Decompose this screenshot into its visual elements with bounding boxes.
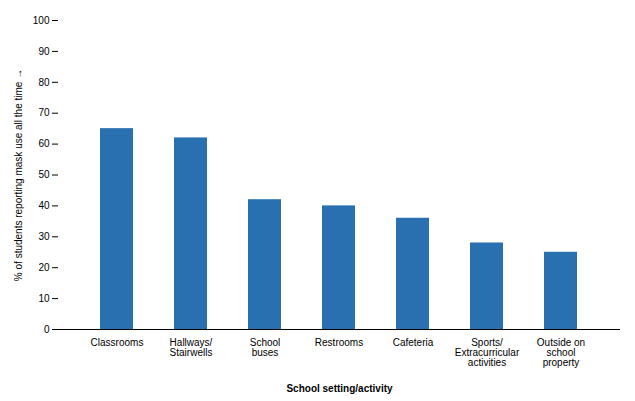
svg-text:80: 80: [38, 77, 50, 88]
svg-text:Schoolbuses: Schoolbuses: [250, 337, 281, 358]
svg-text:0: 0: [44, 324, 50, 335]
svg-text:Outside onschoolproperty: Outside onschoolproperty: [537, 337, 585, 368]
svg-text:30: 30: [38, 231, 50, 242]
svg-text:90: 90: [38, 46, 50, 57]
svg-text:40: 40: [38, 200, 50, 211]
svg-text:20: 20: [38, 262, 50, 273]
svg-text:Hallways/Stairwells: Hallways/Stairwells: [170, 337, 213, 358]
svg-text:Sports/Extracurricularactiviti: Sports/Extracurricularactivities: [455, 337, 520, 368]
svg-text:Restrooms: Restrooms: [315, 337, 363, 348]
svg-text:60: 60: [38, 138, 50, 149]
svg-text:% of students reporting mask u: % of students reporting mask use all the…: [13, 69, 24, 281]
svg-text:50: 50: [38, 169, 50, 180]
svg-text:Cafeteria: Cafeteria: [393, 337, 434, 348]
svg-text:100: 100: [33, 15, 50, 26]
svg-text:Classrooms: Classrooms: [91, 337, 144, 348]
svg-text:70: 70: [38, 107, 50, 118]
svg-text:10: 10: [38, 293, 50, 304]
svg-text:School setting/activity: School setting/activity: [286, 383, 393, 394]
